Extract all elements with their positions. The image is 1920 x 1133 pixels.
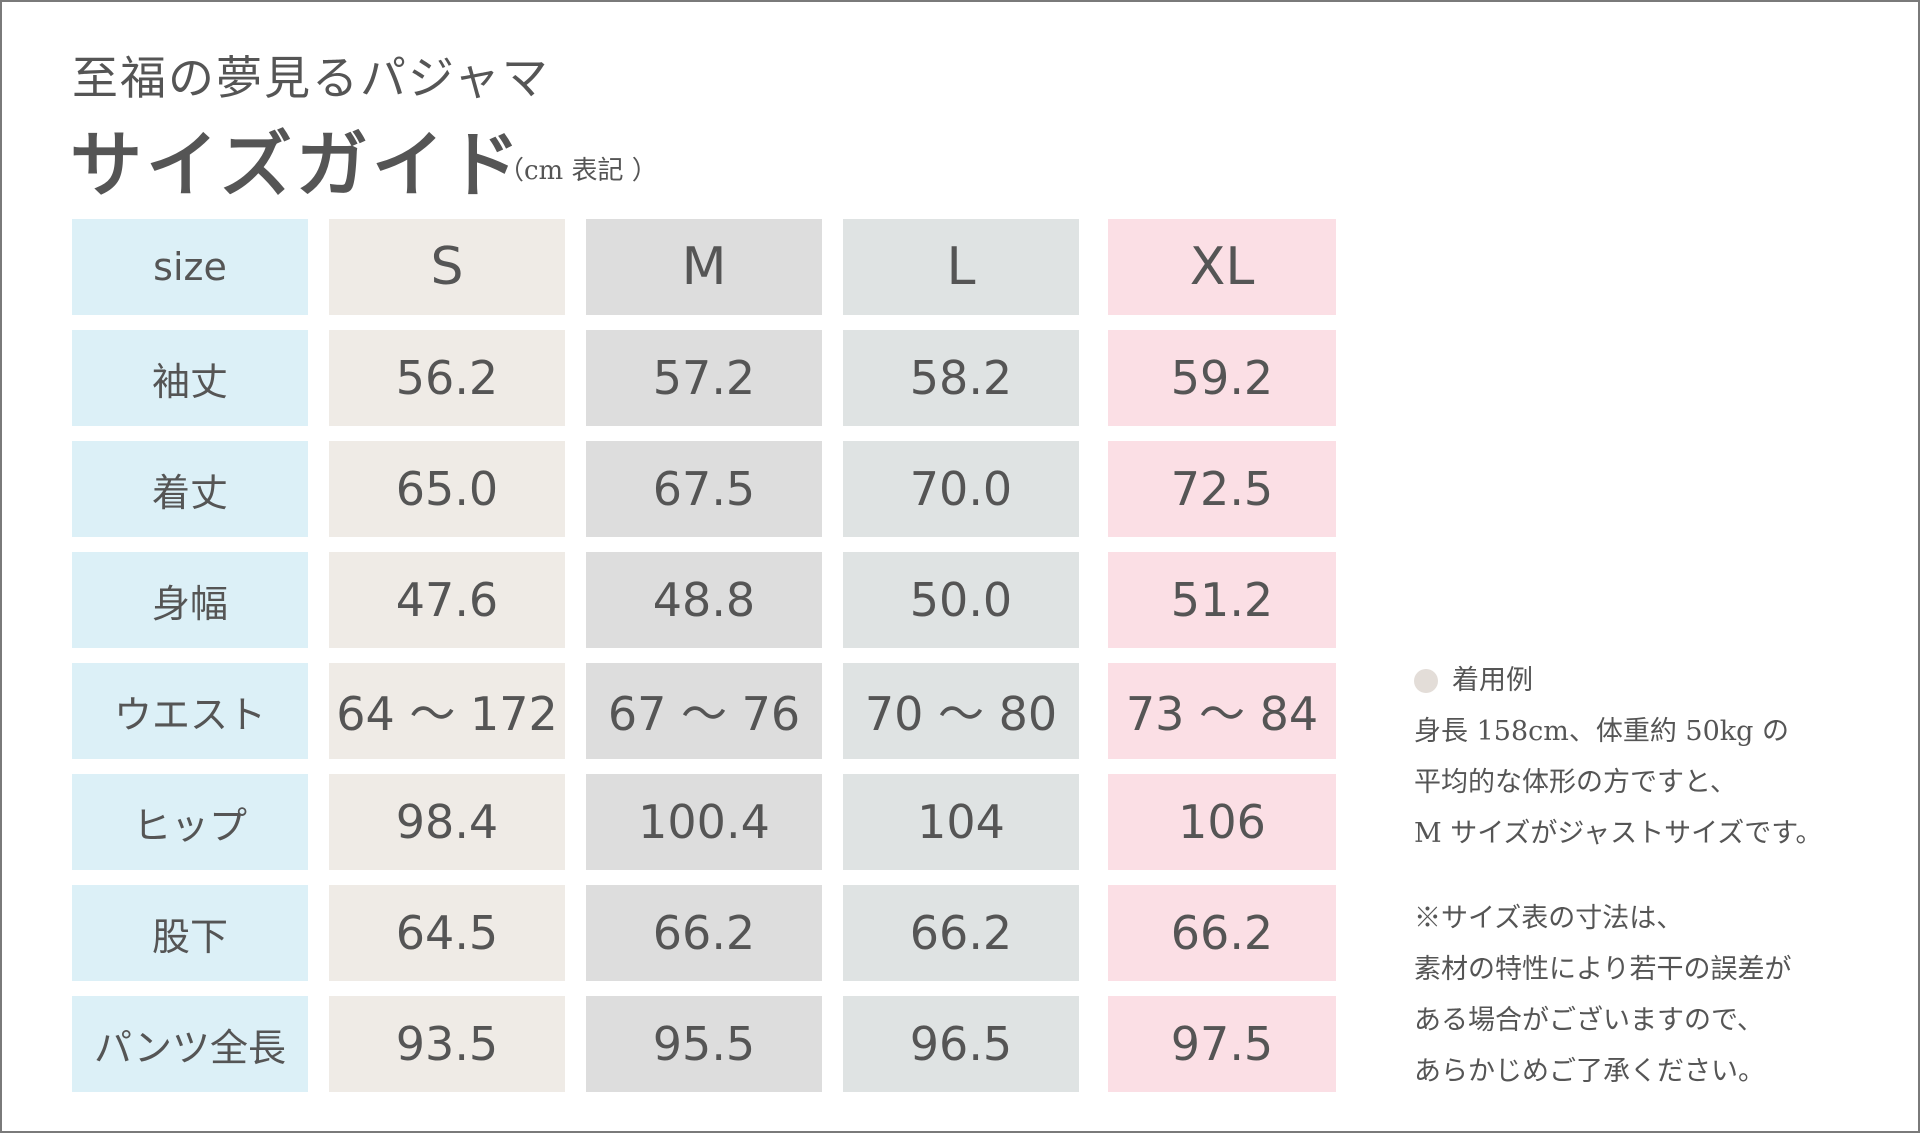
table-cell: 96.5 — [843, 996, 1079, 1092]
spacer — [1414, 859, 1823, 893]
table-cell: 64.5 — [329, 885, 565, 981]
table-cell: 47.6 — [329, 552, 565, 648]
table-cell: 65.0 — [329, 441, 565, 537]
example-title: 着用例 — [1452, 665, 1533, 696]
notes-panel: 着用例 身長 158cm、体重約 50kg の 平均的な体形の方ですと、 M サ… — [1414, 655, 1823, 1097]
unit-note: （cm 表記 ） — [498, 156, 658, 186]
table-cell: 70.0 — [843, 441, 1079, 537]
example-line: M サイズがジャストサイズです。 — [1414, 818, 1823, 849]
header-size-xl: XL — [1108, 219, 1336, 315]
table-cell: 98.4 — [329, 774, 565, 870]
table-cell: 48.8 — [586, 552, 822, 648]
table-cell: 104 — [843, 774, 1079, 870]
disclaimer-line: ある場合がございますので、 — [1414, 1005, 1764, 1036]
table-cell: 56.2 — [329, 330, 565, 426]
page-title: サイズガイド — [70, 122, 524, 207]
row-label-body-length: 着丈 — [72, 441, 308, 537]
example-line: 身長 158cm、体重約 50kg の — [1414, 716, 1790, 747]
table-cell: 100.4 — [586, 774, 822, 870]
table-cell: 67.5 — [586, 441, 822, 537]
table-cell: 66.2 — [1108, 885, 1336, 981]
table-cell: 66.2 — [843, 885, 1079, 981]
row-label-hip: ヒップ — [72, 774, 308, 870]
header-size-label: size — [72, 219, 308, 315]
table-cell: 73 〜 84 — [1108, 663, 1336, 759]
disclaimer-line: 素材の特性により若干の誤差が — [1414, 954, 1792, 985]
header-size-s: S — [329, 219, 565, 315]
product-subtitle: 至福の夢見るパジャマ — [72, 51, 550, 105]
row-label-inseam: 股下 — [72, 885, 308, 981]
table-cell: 57.2 — [586, 330, 822, 426]
table-cell: 70 〜 80 — [843, 663, 1079, 759]
table-cell: 93.5 — [329, 996, 565, 1092]
table-cell: 59.2 — [1108, 330, 1336, 426]
row-label-waist: ウエスト — [72, 663, 308, 759]
table-cell: 58.2 — [843, 330, 1079, 426]
table-cell: 95.5 — [586, 996, 822, 1092]
table-cell: 51.2 — [1108, 552, 1336, 648]
disclaimer-line: ※サイズ表の寸法は、 — [1414, 903, 1684, 934]
table-cell: 72.5 — [1108, 441, 1336, 537]
disclaimer-line: あらかじめご了承ください。 — [1414, 1056, 1765, 1087]
header-size-m: M — [586, 219, 822, 315]
header-size-l: L — [843, 219, 1079, 315]
table-cell: 106 — [1108, 774, 1336, 870]
example-heading: 着用例 — [1414, 655, 1823, 706]
table-cell: 97.5 — [1108, 996, 1336, 1092]
row-label-sleeve-length: 袖丈 — [72, 330, 308, 426]
example-line: 平均的な体形の方ですと、 — [1414, 767, 1737, 798]
table-cell: 66.2 — [586, 885, 822, 981]
table-cell: 64 〜 172 — [329, 663, 565, 759]
row-label-body-width: 身幅 — [72, 552, 308, 648]
size-table: size S M L XL 袖丈 56.2 57.2 58.2 59.2 着丈 … — [72, 219, 1336, 1092]
bullet-dot-icon — [1414, 668, 1438, 693]
table-cell: 50.0 — [843, 552, 1079, 648]
row-label-pants-length: パンツ全長 — [72, 996, 308, 1092]
table-cell: 67 〜 76 — [586, 663, 822, 759]
